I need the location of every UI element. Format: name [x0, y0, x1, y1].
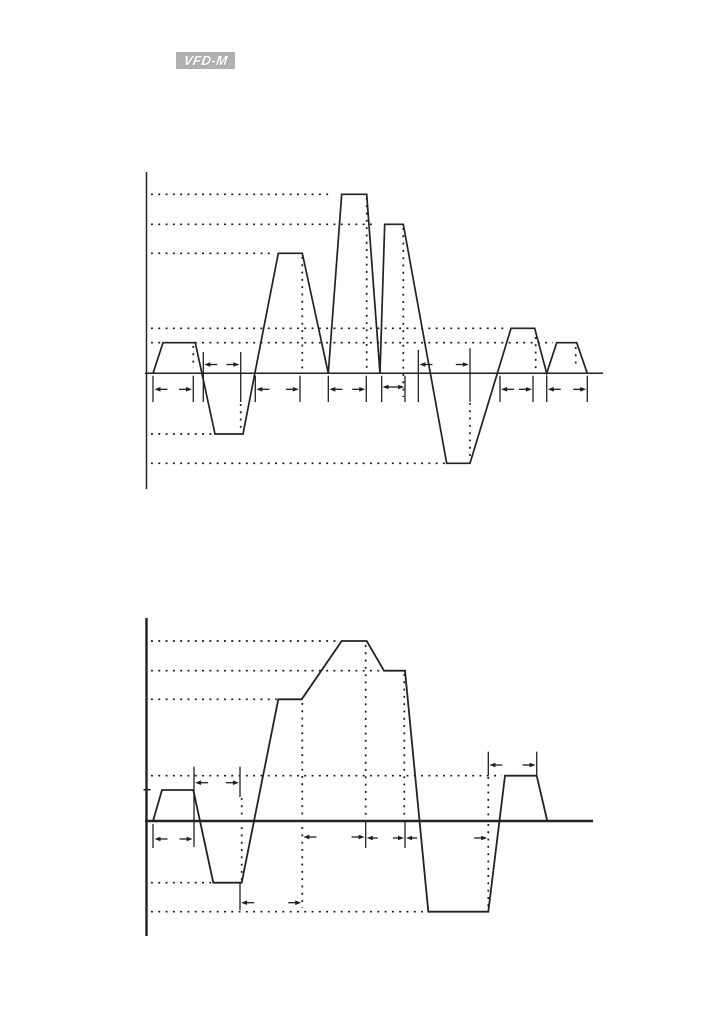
interval-arrowhead: [256, 387, 263, 392]
plc-timing-diagram-top: [138, 166, 618, 496]
dotted-guides: [151, 640, 502, 913]
interval-arrowhead: [406, 835, 413, 841]
interval-marks: [152, 751, 538, 910]
interval-arrowhead: [186, 387, 192, 392]
interval-arrowhead: [382, 384, 389, 390]
interval-arrowhead: [501, 387, 508, 392]
waveform: [152, 193, 589, 465]
axes: [143, 618, 593, 936]
interval-arrowhead: [204, 362, 211, 367]
interval-arrowhead: [462, 362, 469, 367]
interval-arrowhead: [398, 384, 405, 390]
interval-arrowhead: [303, 834, 310, 840]
interval-arrowhead: [366, 835, 373, 841]
plc-operation-diagram-2: [143, 618, 593, 936]
interval-arrowhead: [398, 835, 404, 841]
axes: [145, 172, 603, 489]
interval-arrowhead: [580, 387, 587, 392]
interval-arrowhead: [195, 780, 202, 785]
dotted-guides: [151, 193, 577, 465]
interval-arrowhead: [525, 387, 532, 392]
interval-arrowhead: [489, 762, 496, 768]
vfd-m-logo-text: VFD-M: [182, 53, 229, 68]
interval-arrowhead: [241, 900, 248, 905]
interval-arrowhead: [547, 387, 554, 392]
interval-arrowhead: [481, 835, 488, 841]
plc-operation-diagram-1: [145, 172, 603, 489]
frequency-waveform: [152, 640, 549, 913]
interval-arrowhead: [419, 362, 426, 367]
interval-arrowhead: [232, 780, 239, 785]
interval-arrowhead: [358, 834, 365, 840]
interval-arrowhead: [529, 762, 536, 768]
interval-arrowhead: [292, 387, 299, 392]
plc-timing-diagram-bottom: [138, 612, 613, 944]
interval-marks: [152, 348, 588, 402]
waveform: [152, 640, 549, 913]
interval-arrowhead: [329, 387, 336, 392]
vfd-m-logo: VFD-M: [176, 52, 235, 69]
frequency-waveform: [152, 193, 589, 465]
interval-arrowhead: [154, 387, 161, 392]
interval-arrowhead: [359, 387, 366, 392]
interval-arrowhead: [295, 900, 302, 905]
interval-arrowhead: [186, 836, 193, 842]
interval-arrowhead: [233, 362, 240, 367]
interval-arrowhead: [154, 836, 161, 842]
